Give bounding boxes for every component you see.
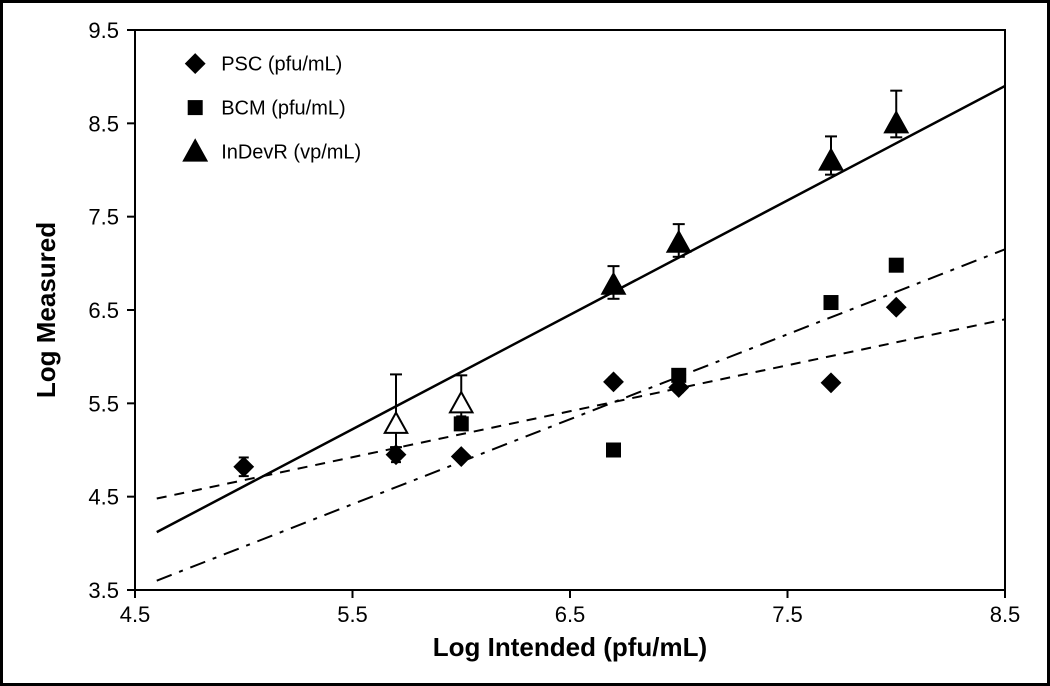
- marker-square: [189, 101, 202, 114]
- x-tick-label: 4.5: [120, 602, 151, 627]
- marker-square: [890, 259, 903, 272]
- y-tick-label: 6.5: [88, 298, 119, 323]
- legend-label: InDevR (vp/mL): [221, 142, 361, 164]
- scatter-chart: 4.55.56.57.58.53.54.55.56.57.58.59.5Log …: [0, 0, 1050, 686]
- y-tick-label: 9.5: [88, 18, 119, 43]
- y-tick-label: 5.5: [88, 391, 119, 416]
- x-tick-label: 8.5: [990, 602, 1021, 627]
- chart-container: 4.55.56.57.58.53.54.55.56.57.58.59.5Log …: [0, 0, 1050, 686]
- x-axis-title: Log Intended (pfu/mL): [433, 632, 707, 662]
- x-tick-label: 6.5: [555, 602, 586, 627]
- y-tick-label: 4.5: [88, 485, 119, 510]
- marker-square: [672, 369, 685, 382]
- marker-square: [825, 296, 838, 309]
- legend-label: PSC (pfu/mL): [221, 54, 342, 76]
- x-tick-label: 5.5: [337, 602, 368, 627]
- y-tick-label: 3.5: [88, 578, 119, 603]
- y-axis-title: Log Measured: [31, 222, 61, 398]
- legend-label: BCM (pfu/mL): [221, 98, 345, 120]
- y-tick-label: 8.5: [88, 111, 119, 136]
- y-tick-label: 7.5: [88, 205, 119, 230]
- x-tick-label: 7.5: [772, 602, 803, 627]
- marker-square: [607, 444, 620, 457]
